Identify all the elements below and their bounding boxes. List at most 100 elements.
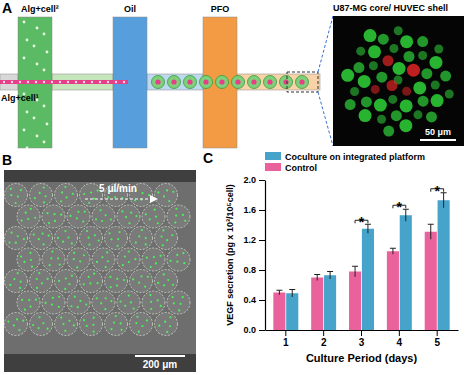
droplet xyxy=(155,184,178,207)
droplet xyxy=(155,227,178,250)
cell-dot xyxy=(43,69,46,72)
cell-dot xyxy=(64,288,66,290)
cell-dot xyxy=(145,213,147,215)
cell-dot xyxy=(96,297,98,299)
cell-dot xyxy=(167,279,169,281)
cell-dot xyxy=(21,299,23,301)
cell-dot xyxy=(60,214,62,216)
cell-dot xyxy=(42,232,44,234)
cell-dot xyxy=(182,296,184,298)
inlet-label: Alg+cell² xyxy=(21,4,59,14)
cell-dot xyxy=(43,81,45,83)
y-tick-label: 0.0 xyxy=(243,325,256,335)
cell-dot xyxy=(150,266,152,268)
y-tick-label: 1.6 xyxy=(243,205,256,215)
droplet xyxy=(200,76,213,89)
cell-green xyxy=(400,99,413,112)
x-tick: 4 xyxy=(397,330,403,348)
cell-dot xyxy=(158,325,160,327)
cell-dot xyxy=(160,305,162,307)
error-cap xyxy=(352,266,358,267)
cell-dot xyxy=(20,189,22,191)
bar xyxy=(349,272,361,331)
cell-dot xyxy=(88,244,90,246)
legend: Coculture on integrated platformControl xyxy=(265,152,425,173)
error-bar xyxy=(317,275,318,281)
cell-dot xyxy=(93,317,95,319)
cell-green xyxy=(388,95,397,104)
cell-dot xyxy=(172,284,174,286)
error-cap xyxy=(289,289,295,290)
cell-dot xyxy=(83,193,85,195)
error-bar xyxy=(430,224,431,239)
flow-arrowhead xyxy=(150,195,158,203)
cell-dot xyxy=(134,258,136,260)
channel-interior xyxy=(4,182,196,354)
cell-dot xyxy=(146,319,148,321)
droplet xyxy=(105,313,128,336)
cell-green xyxy=(440,71,451,82)
droplet xyxy=(264,76,277,89)
cell-dot xyxy=(135,215,137,217)
cell-dot xyxy=(99,81,101,83)
cell-dot xyxy=(46,328,48,330)
cell-dot xyxy=(44,195,46,197)
y-tick: 2.0 xyxy=(243,175,265,185)
cell-dot xyxy=(10,194,12,196)
cell-green xyxy=(394,26,403,35)
cell-dot xyxy=(72,193,74,195)
cell-dot xyxy=(183,262,185,264)
cell-dot xyxy=(91,81,93,83)
cell-dot xyxy=(50,257,52,259)
cell-dot xyxy=(23,261,25,263)
cell-dot xyxy=(33,45,36,48)
cell-green xyxy=(400,35,413,48)
y-tick-mark xyxy=(259,330,265,331)
cell-dot xyxy=(24,309,26,311)
cell-green xyxy=(431,81,440,90)
cell-dot xyxy=(61,191,63,193)
cell-dot xyxy=(160,235,162,237)
legend-label: Control xyxy=(285,163,317,173)
droplet xyxy=(117,291,140,314)
error-cap xyxy=(441,192,447,193)
cell-dot xyxy=(21,220,23,222)
cell-dot xyxy=(100,302,102,304)
cell-dot xyxy=(83,254,85,256)
error-cap xyxy=(428,224,434,225)
cell-dot xyxy=(57,257,59,259)
channel xyxy=(147,74,203,90)
significance-label: * xyxy=(434,183,440,199)
legend-label: Coculture on integrated platform xyxy=(285,152,425,162)
cell-dot xyxy=(150,308,152,310)
cell-green xyxy=(341,69,354,82)
cell-dot xyxy=(88,276,90,278)
cell-dot xyxy=(172,191,174,193)
cell-dot xyxy=(36,63,39,66)
inlet-label: PFO xyxy=(211,4,230,14)
cell-dot xyxy=(115,315,117,317)
cell-dot xyxy=(145,237,147,239)
cell-dot xyxy=(51,303,53,305)
cell-dot xyxy=(83,81,85,83)
y-tick: 0.4 xyxy=(243,295,265,305)
cell-dot xyxy=(107,260,109,262)
cell-dot xyxy=(30,259,32,261)
cell-dot xyxy=(73,324,75,326)
cell-dot xyxy=(144,285,146,287)
cell-green xyxy=(431,94,444,107)
cell-dot xyxy=(30,208,32,210)
cell-dot xyxy=(117,245,119,247)
cell-dot xyxy=(42,322,44,324)
cell-dot xyxy=(157,191,159,193)
bar xyxy=(286,293,298,330)
cell-dot xyxy=(138,331,140,333)
legend-item: Control xyxy=(265,163,317,173)
cell-dot xyxy=(13,324,15,326)
y-tick-mark xyxy=(259,270,265,271)
cell-dot xyxy=(22,320,24,322)
cell-dot xyxy=(46,278,48,280)
scale-bar xyxy=(420,139,456,141)
cell-dot xyxy=(124,255,126,257)
error-bar xyxy=(292,290,293,298)
